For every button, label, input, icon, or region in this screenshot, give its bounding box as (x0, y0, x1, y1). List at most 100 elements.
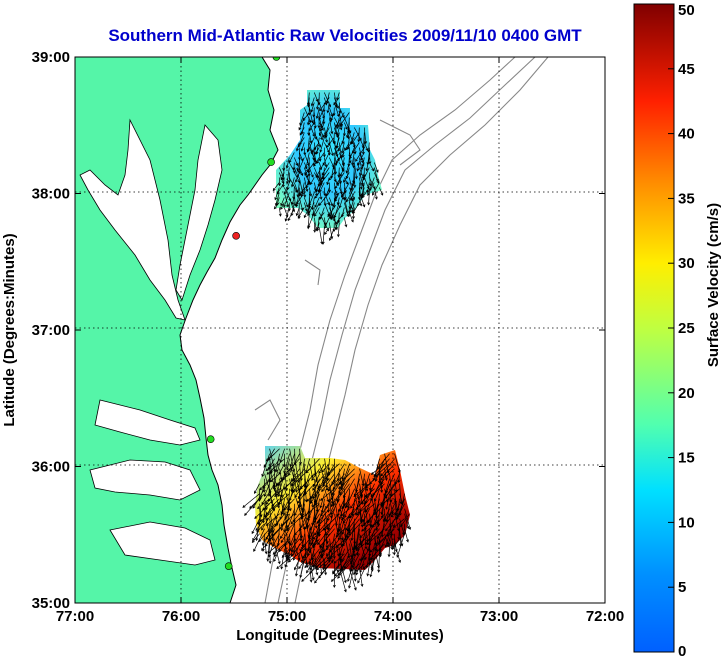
x-tick-label: 74:00 (374, 608, 412, 625)
velocity-arrow (280, 518, 285, 532)
bay-water (175, 124, 223, 301)
velocity-arrow (321, 558, 325, 571)
velocity-arrow (340, 508, 350, 517)
velocity-arrow (261, 533, 275, 551)
velocity-arrow (369, 558, 375, 578)
velocity-arrow (303, 177, 309, 193)
velocity-arrow (357, 568, 365, 584)
velocity-arrow (357, 127, 361, 143)
velocity-arrow (312, 548, 325, 568)
x-tick-label: 75:00 (268, 608, 306, 625)
velocity-arrow (318, 127, 325, 138)
velocity-arrow (254, 483, 260, 494)
velocity-arrow (287, 207, 295, 222)
velocity-arrow (299, 523, 305, 548)
velocity-arrow (293, 167, 299, 178)
velocity-arrow (330, 212, 335, 220)
velocity-arrow (304, 152, 310, 170)
velocity-arrow (251, 518, 260, 535)
velocity-arrow (321, 473, 335, 493)
velocity-arrow (355, 543, 365, 552)
bay-water (109, 521, 216, 566)
velocity-arrow (400, 513, 410, 528)
velocity-arrow (332, 563, 340, 574)
colorbar-tick-label: 45 (678, 61, 695, 78)
velocity-arrow (345, 122, 350, 139)
velocity-arrow (321, 227, 325, 245)
velocity-arrow (257, 498, 270, 510)
velocity-arrow (338, 192, 345, 209)
velocity-arrow (299, 558, 305, 579)
velocity-arrow (323, 157, 328, 168)
velocity-arrow (334, 192, 340, 203)
station-marker (232, 232, 240, 240)
velocity-arrow (314, 207, 320, 217)
velocity-arrow (338, 122, 343, 131)
station-marker (272, 57, 281, 61)
velocity-arrow (370, 463, 385, 475)
velocity-arrow (280, 548, 285, 570)
velocity-arrow (350, 563, 360, 572)
y-tick-label: 35:00 (32, 595, 70, 612)
velocity-arrow (357, 488, 365, 500)
velocity-arrow (325, 478, 340, 491)
colorbar-tick-label: 25 (678, 320, 695, 337)
velocity-arrow (303, 197, 309, 208)
velocity-arrow (309, 558, 315, 581)
x-axis-label: Longitude (Degrees:Minutes) (236, 627, 444, 644)
velocity-arrow (280, 202, 285, 211)
velocity-arrow (404, 513, 410, 530)
velocity-arrow (333, 127, 338, 136)
velocity-arrow (360, 172, 365, 186)
velocity-arrow (353, 172, 357, 189)
velocity-arrow (356, 503, 370, 516)
velocity-arrow (272, 543, 285, 555)
velocity-arrow (294, 172, 300, 183)
velocity-arrow (257, 513, 270, 525)
velocity-arrow (333, 553, 345, 564)
velocity-arrow (350, 493, 360, 509)
velocity-arrow (265, 513, 280, 526)
velocity-arrow (378, 187, 384, 196)
velocity-arrow (343, 122, 348, 130)
velocity-arrow (284, 508, 290, 520)
velocity-arrow (365, 157, 370, 172)
velocity-arrow (293, 157, 299, 167)
velocity-arrow (315, 107, 320, 120)
velocity-arrow (313, 167, 320, 179)
velocity-arrow (319, 493, 325, 509)
velocity-arrow (326, 102, 330, 114)
velocity-arrow (353, 568, 357, 582)
velocity-arrow (281, 548, 290, 559)
velocity-arrow (331, 483, 340, 496)
velocity-arrow (244, 498, 260, 516)
velocity-arrow (316, 222, 320, 232)
velocity-arrow (341, 147, 345, 159)
velocity-arrow (301, 563, 320, 582)
velocity-arrow (273, 202, 280, 210)
velocity-arrow (327, 182, 332, 193)
velocity-arrow (280, 172, 285, 181)
velocity-arrow (327, 207, 335, 218)
y-axis-ticks: 39:00 38:00 37:00 36:00 35:00 (32, 49, 605, 612)
velocity-arrow (295, 142, 300, 152)
velocity-arrow (272, 478, 285, 489)
velocity-arrow (291, 197, 295, 206)
velocity-arrow (318, 122, 325, 137)
velocity-arrow (311, 142, 320, 153)
velocity-arrow (341, 468, 345, 481)
velocity-arrow (310, 523, 315, 546)
velocity-arrow (368, 543, 385, 561)
station-marker (267, 158, 275, 166)
velocity-arrow (310, 102, 315, 113)
velocity-arrow (265, 453, 275, 462)
velocity-arrow (380, 468, 390, 481)
velocity-arrow (299, 127, 305, 136)
velocity-arrow (366, 563, 370, 577)
velocity-arrow (297, 207, 305, 219)
velocity-arrow (297, 157, 305, 173)
velocity-arrow (334, 217, 340, 230)
velocity-arrow (351, 207, 355, 220)
velocity-arrow (318, 187, 323, 200)
